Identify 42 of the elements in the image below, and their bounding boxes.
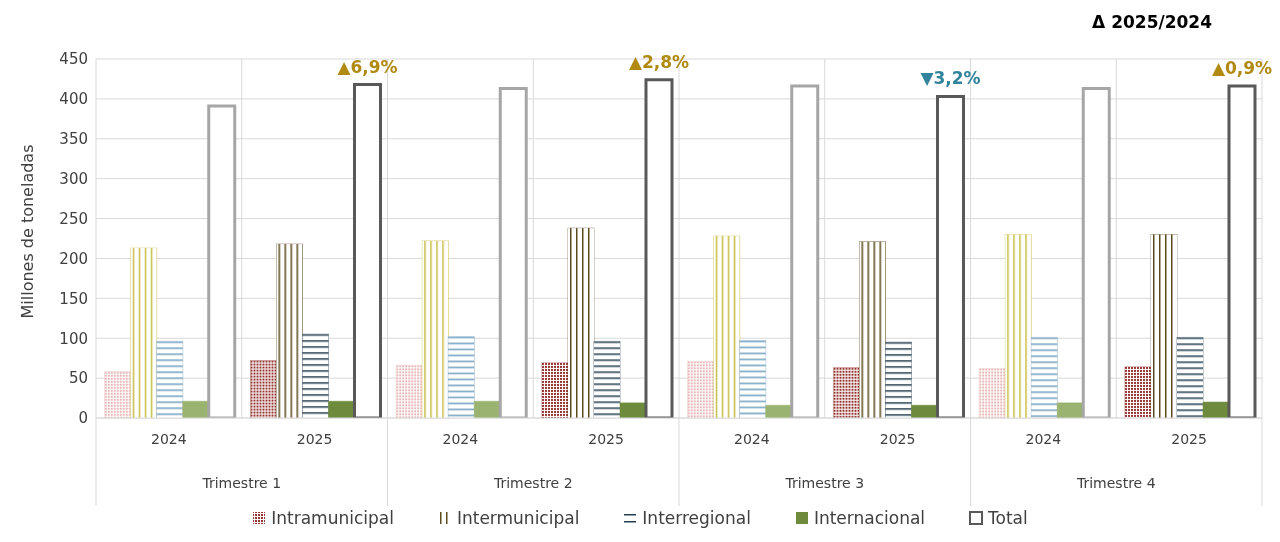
x-tick-label: 2024	[1025, 431, 1062, 447]
legend-label: Total	[988, 508, 1028, 528]
annotation: ▲2,8%	[628, 51, 690, 72]
x-tick-label: 2025	[588, 431, 624, 447]
bar	[353, 83, 382, 418]
text: Trimestre 1	[201, 475, 282, 491]
y-tick-label: 400	[59, 90, 88, 109]
bar	[207, 104, 237, 418]
annotation: ▲6,9%	[337, 56, 398, 77]
y-tick-label: 300	[59, 169, 88, 188]
y-tick-label: 350	[59, 130, 88, 149]
y-tick-label: 450	[59, 50, 88, 69]
text: Trimestre 3	[784, 475, 865, 491]
y-tick-label: 0	[78, 409, 88, 428]
bar	[1081, 87, 1111, 418]
y-tick-label: 50	[68, 369, 88, 388]
chart-subtitle: Δ 2025/2024	[1092, 12, 1212, 32]
legend-label: Intramunicipal	[271, 508, 394, 528]
y-tick-label: 100	[59, 329, 88, 348]
x-tick-label: 2025	[879, 431, 916, 447]
x-tick-label: 2025	[296, 431, 333, 447]
x-tick-label: 2024	[151, 431, 187, 447]
y-tick-label: 150	[59, 289, 88, 308]
text: Trimestre 2	[492, 475, 573, 491]
x-tick-label: 2025	[1171, 431, 1207, 447]
y-axis-title: Millones de toneladas	[17, 144, 37, 319]
annotation: ▲0,9%	[1211, 58, 1273, 79]
annotation: ▼3,2%	[920, 68, 981, 89]
bar	[790, 84, 820, 418]
x-tick-label: 2024	[734, 431, 770, 447]
bar	[644, 78, 674, 418]
bar	[1202, 401, 1230, 418]
bar	[498, 87, 528, 418]
legend-label: Interregional	[642, 508, 751, 528]
y-tick-label: 250	[59, 209, 88, 228]
legend-label: Internacional	[813, 508, 926, 528]
bar	[1227, 84, 1257, 418]
y-tick-label: 200	[59, 249, 88, 268]
x-tick-label: 2024	[442, 431, 479, 447]
bar	[936, 95, 965, 418]
text: Trimestre 4	[1075, 475, 1156, 491]
legend-label: Intermunicipal	[456, 508, 580, 528]
